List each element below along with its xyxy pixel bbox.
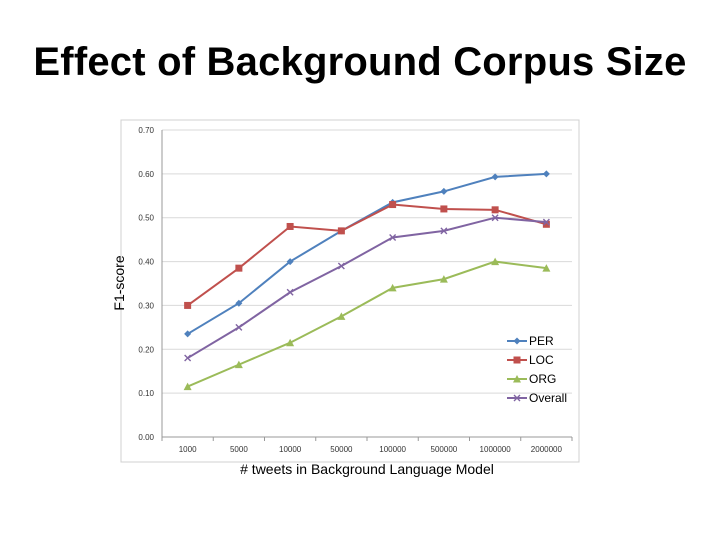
legend-label: Overall [529, 391, 567, 405]
data-point [337, 262, 345, 270]
series-org [183, 257, 551, 391]
y-tick-label: 0.20 [138, 345, 154, 354]
legend-item: LOC [507, 353, 554, 367]
data-point [440, 205, 448, 213]
data-point [542, 170, 550, 178]
series-line [187, 260, 547, 388]
data-point [286, 338, 295, 347]
data-point [513, 337, 521, 345]
y-axis-title: F1-score [111, 255, 127, 310]
data-point [389, 233, 397, 241]
data-point [513, 375, 521, 383]
x-tick-label: 5000 [230, 445, 248, 454]
data-point [234, 360, 243, 369]
x-tick-label: 2000000 [531, 445, 563, 454]
data-point [491, 214, 499, 222]
data-point [388, 283, 397, 292]
y-tick-label: 0.40 [138, 258, 154, 267]
y-tick-labels: 0.00 0.10 0.20 0.30 0.40 0.50 0.60 0.70 [138, 126, 154, 442]
data-point [491, 173, 499, 181]
y-tick-label: 0.70 [138, 126, 154, 135]
data-point [439, 275, 448, 283]
legend-item: Overall [507, 391, 567, 405]
legend-label: ORG [529, 372, 556, 386]
y-tick-label: 0.10 [138, 389, 154, 398]
x-tick-label: 10000 [279, 445, 302, 454]
data-point [440, 187, 448, 195]
data-point [513, 356, 521, 364]
data-point [286, 258, 294, 266]
chart-area [120, 119, 580, 463]
data-point [286, 288, 294, 296]
data-point [337, 227, 345, 235]
x-tick-label: 1000000 [480, 445, 512, 454]
data-point [183, 382, 192, 391]
series-layer [183, 170, 551, 391]
x-axis-title: # tweets in Background Language Model [240, 461, 494, 477]
legend-label: PER [529, 334, 554, 348]
data-point [184, 330, 192, 338]
data-point [542, 220, 550, 228]
data-point [389, 201, 397, 209]
y-tick-label: 0.00 [138, 433, 154, 442]
data-point [235, 264, 243, 272]
data-point [542, 264, 551, 272]
legend-item: ORG [507, 372, 556, 386]
data-point [513, 394, 521, 402]
slide-title: Effect of Background Corpus Size [33, 40, 687, 84]
data-point [337, 312, 346, 320]
y-tick-label: 0.60 [138, 170, 154, 179]
data-point [491, 206, 499, 214]
y-tick-label: 0.50 [138, 214, 154, 223]
x-tick-label: 500000 [431, 445, 458, 454]
data-point [542, 218, 550, 226]
data-point [440, 227, 448, 235]
y-tick-label: 0.30 [138, 301, 154, 310]
x-tick-label: 1000 [179, 445, 197, 454]
x-tick-label: 50000 [330, 445, 353, 454]
data-point [184, 301, 192, 309]
data-point [235, 299, 243, 307]
x-tick-label: 100000 [379, 445, 406, 454]
data-point [235, 323, 243, 331]
series-overall [184, 214, 550, 362]
legend-item: PER [507, 334, 554, 348]
series-line [187, 203, 547, 307]
x-tick-labels: 1000 5000 10000 50000 100000 500000 1000000 200… [179, 445, 563, 454]
data-point [184, 354, 192, 362]
data-point [286, 222, 294, 230]
data-point [491, 257, 500, 266]
series-loc [184, 201, 550, 309]
legend-label: LOC [529, 353, 554, 367]
series-line [187, 216, 547, 359]
legend: PER LOC ORG Overall [507, 334, 567, 405]
